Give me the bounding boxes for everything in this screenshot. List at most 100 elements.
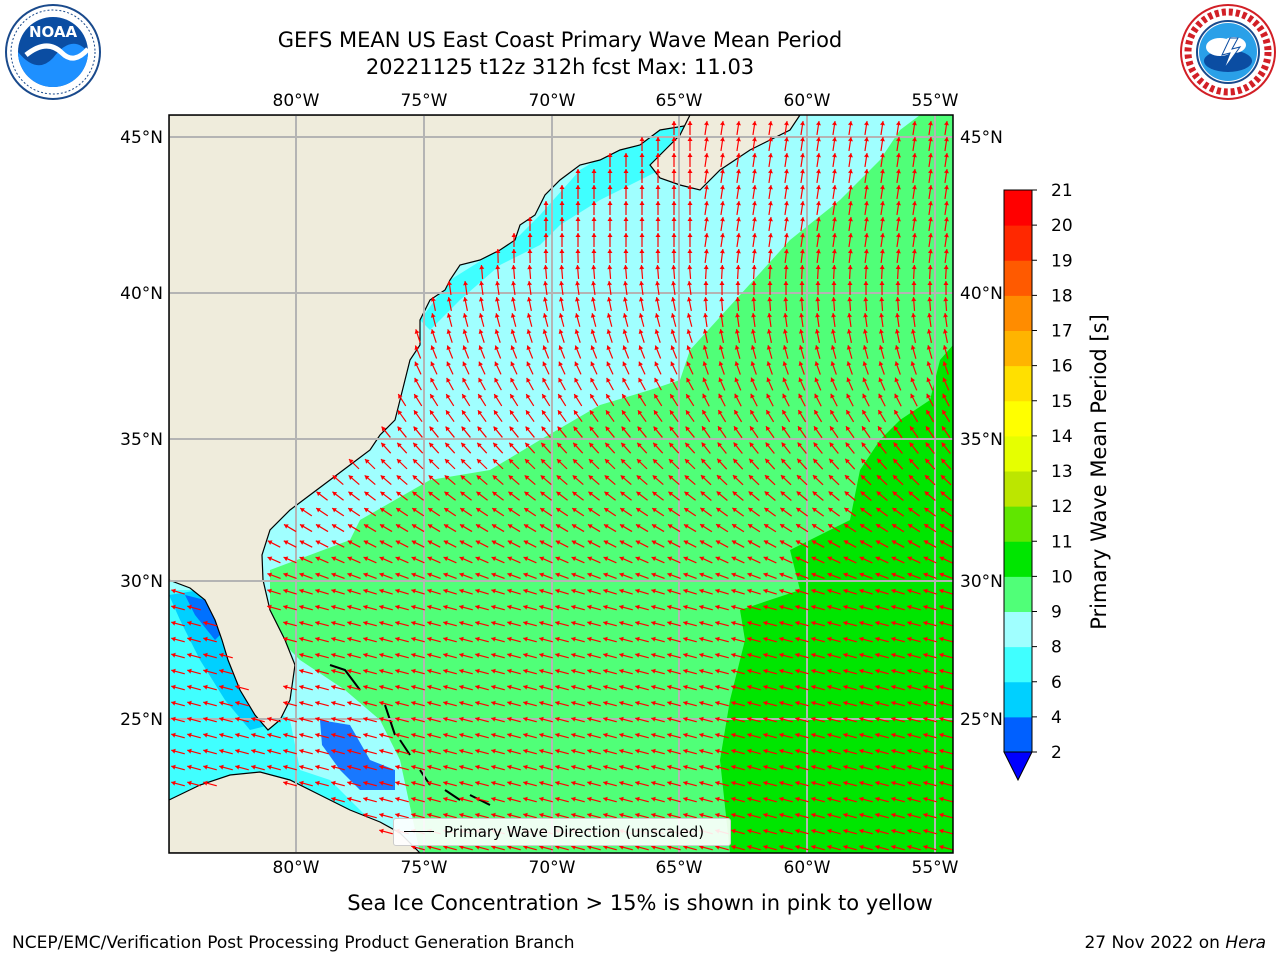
wave-arrow-head xyxy=(555,588,560,594)
wave-arrow-head xyxy=(795,620,800,626)
wave-arrow-head xyxy=(668,508,673,513)
wave-arrow-head xyxy=(812,524,817,529)
wave-arrow-head xyxy=(427,684,432,690)
wave-arrow-head xyxy=(815,169,821,174)
wave-arrow-head xyxy=(699,796,704,802)
wave-arrow-head xyxy=(491,540,497,545)
wave-arrow-head xyxy=(715,748,720,754)
wave-arrow-head xyxy=(379,716,384,722)
wave-arrow-head xyxy=(559,265,565,270)
wave-arrow-head xyxy=(603,556,609,562)
wave-arrow-head xyxy=(543,249,549,254)
nws-logo xyxy=(1180,4,1276,100)
wave-arrow-head xyxy=(699,620,704,626)
wave-arrow-head xyxy=(267,556,273,562)
wave-arrow-head xyxy=(571,748,576,754)
wave-arrow-head xyxy=(927,265,933,270)
wave-arrow-head xyxy=(875,764,880,770)
wave-arrow-head xyxy=(574,329,580,334)
wave-arrow-head xyxy=(926,329,932,334)
wave-arrow-head xyxy=(509,442,514,448)
colorbar-tick-label: 14 xyxy=(1051,427,1073,447)
wave-arrow-head xyxy=(846,345,852,350)
wave-arrow-head xyxy=(299,572,305,578)
wave-arrow-head xyxy=(731,540,737,545)
wave-arrow-head xyxy=(591,217,597,221)
wave-arrow-head xyxy=(767,185,773,190)
wave-arrow-head xyxy=(765,426,771,431)
wave-arrow-head xyxy=(427,844,432,850)
wave-arrow-head xyxy=(603,716,608,722)
wave-arrow-head xyxy=(943,249,949,254)
wave-arrow-head xyxy=(623,233,629,237)
wave-arrow-head xyxy=(910,410,915,415)
wave-arrow-head xyxy=(875,716,880,722)
wave-arrow-head xyxy=(591,265,597,270)
wave-arrow-head xyxy=(831,281,837,286)
wave-arrow-head xyxy=(795,716,800,722)
wave-arrow-head xyxy=(783,265,789,270)
period-6-8-zone-north xyxy=(420,118,720,330)
wave-arrow-head xyxy=(751,137,757,142)
wave-arrow-head xyxy=(702,345,708,350)
wave-arrow-head xyxy=(315,540,321,545)
wave-arrow-head xyxy=(510,329,516,334)
wave-arrow-head xyxy=(943,281,949,286)
wave-arrow-head xyxy=(462,377,467,383)
wave-arrow-head xyxy=(635,524,641,529)
wave-arrow-head xyxy=(619,652,624,658)
wave-arrow-head xyxy=(894,410,899,415)
wave-arrow-head xyxy=(411,556,417,562)
wave-arrow-head xyxy=(523,572,529,578)
wave-arrow-head xyxy=(861,458,866,464)
period-10-11-zone xyxy=(720,345,953,853)
wave-arrow-head xyxy=(555,796,560,802)
wave-arrow-head xyxy=(446,313,452,318)
colorbar-swatch xyxy=(1004,435,1032,472)
lat-label: 40°N xyxy=(960,284,1003,304)
wave-arrow-head xyxy=(556,491,562,497)
wave-arrow-head xyxy=(494,313,500,318)
wave-arrow-head xyxy=(635,796,640,802)
wave-arrow-head xyxy=(396,508,401,513)
wave-arrow-head xyxy=(891,732,896,738)
wave-arrow-head xyxy=(939,812,944,818)
wave-arrow-head xyxy=(862,410,867,415)
wave-arrow-head xyxy=(459,636,464,642)
wave-arrow-head xyxy=(701,426,707,431)
wave-arrow-head xyxy=(603,764,608,770)
wave-arrow-head xyxy=(687,217,693,221)
wave-arrow-head xyxy=(843,604,848,610)
wave-arrow-head xyxy=(812,507,818,513)
wave-arrow-head xyxy=(747,700,752,706)
wave-arrow-head xyxy=(395,572,401,578)
wave-arrow-head xyxy=(539,604,544,610)
wave-arrow-head xyxy=(799,217,805,222)
wave-arrow-head xyxy=(843,556,849,562)
wave-arrow-head xyxy=(683,636,688,642)
lon-labels-bottom: 80°W 75°W 70°W 65°W 60°W 55°W xyxy=(273,858,959,878)
wave-arrow-head xyxy=(574,361,579,367)
wave-arrow-head xyxy=(700,475,706,480)
wave-arrow-head xyxy=(427,732,432,738)
wave-arrow-head xyxy=(654,361,659,367)
wave-arrow-head xyxy=(380,475,386,480)
wave-arrow-head xyxy=(815,137,821,142)
wave-arrow-head xyxy=(475,588,480,594)
wave-arrow-head xyxy=(780,475,786,480)
wave-arrow-head xyxy=(782,410,787,415)
wave-arrow-head xyxy=(558,329,564,334)
wave-arrow-head xyxy=(779,764,784,770)
wave-arrow-head xyxy=(171,588,176,594)
wave-arrow-head xyxy=(844,507,850,513)
wave-arrow-head xyxy=(779,780,784,786)
wave-arrow-head xyxy=(731,732,736,738)
wave-arrow-head xyxy=(363,764,368,770)
wave-arrow-head xyxy=(765,442,771,448)
wave-arrow-head xyxy=(783,185,789,190)
wave-arrow-head xyxy=(523,764,528,770)
wave-arrow-head xyxy=(827,700,832,706)
wave-arrow-head xyxy=(811,764,816,770)
wave-arrow-head xyxy=(526,297,532,302)
wave-arrow-head xyxy=(831,249,837,254)
